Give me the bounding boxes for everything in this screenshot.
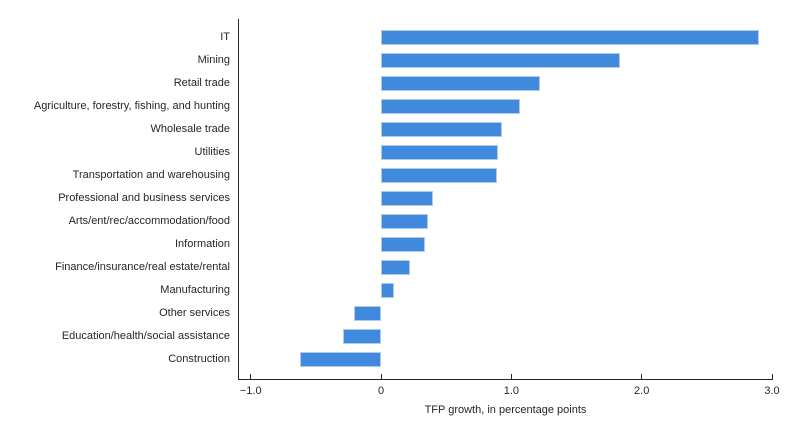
bar bbox=[353, 305, 382, 321]
bar bbox=[381, 236, 426, 252]
category-label: Agriculture, forestry, fishing, and hunt… bbox=[33, 100, 230, 112]
x-axis-tick bbox=[641, 374, 643, 380]
category-label: Arts/ent/rec/accommodation/food bbox=[68, 215, 230, 227]
category-label: Information bbox=[174, 238, 230, 250]
category-label: Professional and business services bbox=[58, 192, 230, 204]
category-label: Transportation and warehousing bbox=[72, 169, 230, 181]
bar bbox=[381, 52, 620, 68]
x-axis-tick-label: 1.0 bbox=[503, 385, 519, 397]
bar bbox=[381, 190, 434, 206]
bar bbox=[381, 98, 521, 114]
category-label: Education/health/social assistance bbox=[61, 330, 230, 342]
x-axis-tick-label: 2.0 bbox=[634, 385, 650, 397]
category-label: IT bbox=[220, 31, 230, 43]
bar bbox=[300, 351, 382, 367]
category-label: Retail trade bbox=[173, 77, 230, 89]
category-label: Construction bbox=[168, 353, 230, 365]
x-axis-tick-label: 3.0 bbox=[764, 385, 780, 397]
bar bbox=[343, 328, 382, 344]
bar bbox=[381, 144, 499, 160]
x-axis-tick bbox=[380, 374, 382, 380]
bar bbox=[381, 259, 410, 275]
x-axis-label: TFP growth, in percentage points bbox=[424, 404, 587, 416]
x-axis-tick-label: 0 bbox=[377, 385, 385, 397]
bar bbox=[381, 213, 428, 229]
category-label: Mining bbox=[197, 54, 230, 66]
category-label: Manufacturing bbox=[160, 284, 230, 296]
category-label: Other services bbox=[159, 307, 230, 319]
category-label: Utilities bbox=[194, 146, 230, 158]
bar bbox=[381, 29, 759, 45]
x-axis-tick bbox=[250, 374, 252, 380]
x-axis-tick bbox=[510, 374, 512, 380]
x-axis-tick bbox=[771, 374, 773, 380]
bar bbox=[381, 121, 503, 137]
bar bbox=[381, 75, 541, 91]
category-label: Wholesale trade bbox=[150, 123, 231, 135]
category-label: Finance/insurance/real estate/rental bbox=[55, 261, 230, 273]
bar bbox=[381, 282, 395, 298]
bar bbox=[381, 167, 497, 183]
plot-area bbox=[238, 19, 772, 380]
x-axis-tick-label: −1.0 bbox=[239, 385, 262, 397]
